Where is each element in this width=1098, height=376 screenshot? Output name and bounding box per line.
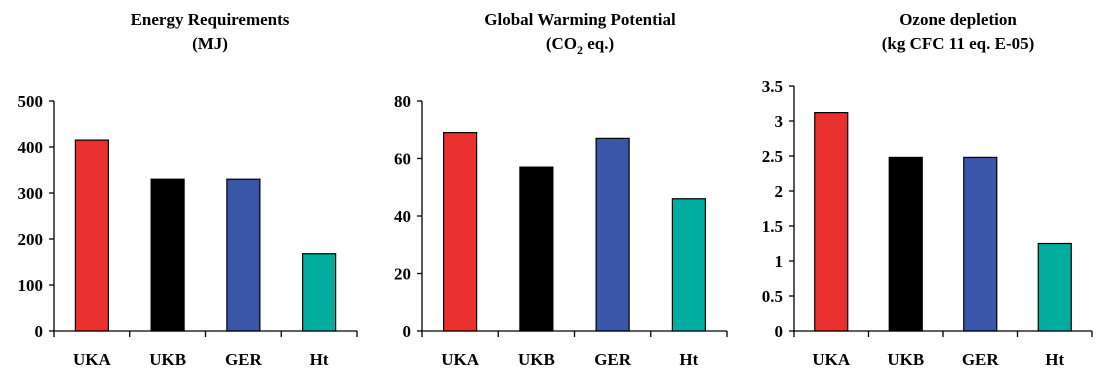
chart-subtitle: (kg CFC 11 eq. E-05) bbox=[882, 34, 1035, 53]
chart-ozone-depletion: Ozone depletion (kg CFC 11 eq. E-05) 0 0.… bbox=[732, 0, 1098, 376]
subtitle-part: (CO bbox=[546, 34, 577, 53]
x-tick-label: GER bbox=[594, 350, 632, 369]
y-tick-label: 300 bbox=[18, 184, 44, 203]
y-tick-label: 3 bbox=[775, 112, 784, 131]
y-tick-label: 1.5 bbox=[762, 217, 783, 236]
y-tick-label: 0 bbox=[775, 322, 784, 341]
x-tick-label: UKA bbox=[812, 350, 851, 369]
y-tick-label: 60 bbox=[394, 150, 411, 169]
y-tick-label: 0 bbox=[35, 322, 44, 341]
y-tick-label: 100 bbox=[18, 276, 44, 295]
y-tick-label: 2 bbox=[775, 182, 784, 201]
x-tick-label: Ht bbox=[310, 350, 329, 369]
bar-ukb bbox=[150, 178, 185, 332]
chart-title: Global Warming Potential bbox=[484, 10, 676, 29]
bar-uka bbox=[814, 111, 849, 332]
bar-ht bbox=[302, 253, 337, 332]
x-tick-label: Ht bbox=[1045, 350, 1064, 369]
x-tick-label: UKB bbox=[518, 350, 555, 369]
chart-subtitle: (CO2 eq.) bbox=[546, 34, 614, 57]
bar-uka bbox=[443, 132, 478, 332]
subtitle-subscript: 2 bbox=[577, 43, 583, 57]
y-tick-label: 2.5 bbox=[762, 147, 783, 166]
y-tick-label: 1 bbox=[775, 252, 784, 271]
chart-energy-svg: Energy Requirements (MJ) 0 100 200 300 400 50… bbox=[18, 10, 358, 369]
bar-ger bbox=[595, 137, 630, 332]
chart-ozone-svg: Ozone depletion (kg CFC 11 eq. E-05) 0 0.… bbox=[762, 10, 1093, 369]
bar-uka bbox=[74, 139, 109, 332]
bar-ukb bbox=[888, 156, 923, 332]
x-tick-label: Ht bbox=[679, 350, 698, 369]
x-tick-label: UKB bbox=[149, 350, 186, 369]
y-tick-label: 3.5 bbox=[762, 77, 783, 96]
chart-energy-requirements: Energy Requirements (MJ) 0 100 200 300 400 50… bbox=[0, 0, 366, 376]
chart-gwp-svg: Global Warming Potential (CO2 eq.) 0 20 40… bbox=[394, 10, 728, 369]
y-tick-label: 400 bbox=[18, 138, 44, 157]
bar-ger bbox=[226, 178, 261, 332]
y-tick-label: 0 bbox=[403, 322, 412, 341]
bar-ger bbox=[963, 156, 998, 332]
chart-subtitle: (MJ) bbox=[192, 34, 228, 53]
chart-global-warming: Global Warming Potential (CO2 eq.) 0 20 40… bbox=[366, 0, 732, 376]
chart-title: Ozone depletion bbox=[899, 10, 1017, 29]
x-tick-label: GER bbox=[225, 350, 263, 369]
bar-ht bbox=[671, 198, 706, 332]
subtitle-part: eq.) bbox=[583, 34, 614, 53]
y-tick-label: 80 bbox=[394, 92, 411, 111]
x-tick-label: UKA bbox=[441, 350, 480, 369]
y-tick-label: 200 bbox=[18, 230, 44, 249]
bar-ukb bbox=[519, 166, 554, 332]
x-tick-label: UKA bbox=[73, 350, 112, 369]
x-tick-label: GER bbox=[962, 350, 1000, 369]
chart-title: Energy Requirements bbox=[131, 10, 290, 29]
y-tick-label: 0.5 bbox=[762, 287, 783, 306]
bar-ht bbox=[1037, 242, 1072, 332]
y-tick-label: 500 bbox=[18, 92, 44, 111]
x-tick-label: UKB bbox=[887, 350, 924, 369]
y-tick-label: 20 bbox=[394, 265, 411, 284]
y-tick-label: 40 bbox=[394, 207, 411, 226]
